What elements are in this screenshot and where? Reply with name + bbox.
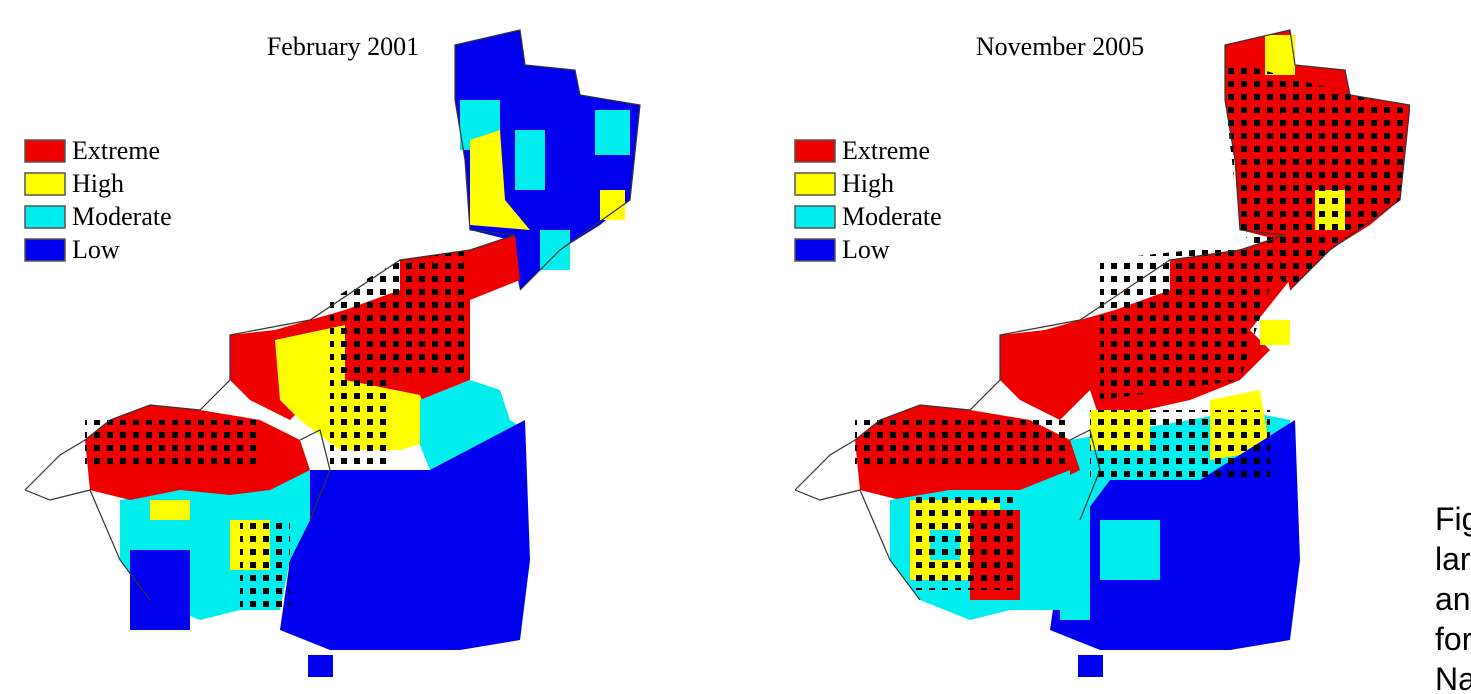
legend-swatch bbox=[794, 172, 836, 196]
map-region bbox=[910, 490, 1020, 590]
map-region bbox=[130, 550, 190, 630]
legend-label: Extreme bbox=[842, 136, 930, 165]
map-region bbox=[1260, 320, 1290, 345]
map-region bbox=[1090, 410, 1270, 480]
legends: February 2001 Extreme High Moderate Low Novem… bbox=[24, 32, 1144, 264]
legend-swatch bbox=[24, 205, 66, 229]
caption-line: an bbox=[1435, 581, 1471, 617]
map-region bbox=[85, 420, 260, 470]
legend-swatch bbox=[24, 172, 66, 196]
caption-line: Fig bbox=[1435, 501, 1471, 537]
map-panel bbox=[794, 29, 1411, 677]
map-region bbox=[1225, 60, 1410, 290]
map-region bbox=[540, 230, 570, 270]
map-region bbox=[470, 130, 530, 230]
map-region bbox=[595, 110, 630, 155]
legend-label: Moderate bbox=[842, 202, 942, 231]
legend-swatch bbox=[794, 238, 836, 262]
legend-swatch bbox=[794, 205, 836, 229]
map-region bbox=[515, 130, 545, 190]
caption-line: for bbox=[1435, 621, 1471, 657]
panel-title: November 2005 bbox=[976, 32, 1144, 61]
map-region bbox=[308, 655, 333, 677]
legend-swatch bbox=[24, 238, 66, 262]
legend-label: High bbox=[72, 169, 124, 198]
caption-area bbox=[1410, 0, 1471, 694]
legend-label: High bbox=[842, 169, 894, 198]
map-region bbox=[330, 380, 390, 470]
map-region bbox=[280, 420, 530, 650]
map-region bbox=[1078, 655, 1103, 677]
map-region bbox=[1100, 520, 1160, 580]
legend-label: Moderate bbox=[72, 202, 172, 231]
map-panel bbox=[24, 29, 641, 677]
legend-swatch bbox=[24, 139, 66, 163]
map-region bbox=[600, 190, 625, 220]
legend-swatch bbox=[794, 139, 836, 163]
map-region bbox=[1265, 35, 1295, 75]
map-region bbox=[330, 250, 470, 380]
map-region bbox=[150, 500, 190, 520]
map-region bbox=[855, 420, 1070, 470]
caption-line: Na bbox=[1435, 661, 1471, 694]
legend-label: Low bbox=[72, 235, 120, 264]
map-region bbox=[240, 520, 290, 610]
caption-line: lar bbox=[1435, 541, 1471, 577]
map-region bbox=[1100, 240, 1285, 400]
legend-label: Extreme bbox=[72, 136, 160, 165]
panel-title: February 2001 bbox=[267, 32, 419, 61]
legend-label: Low bbox=[842, 235, 890, 264]
